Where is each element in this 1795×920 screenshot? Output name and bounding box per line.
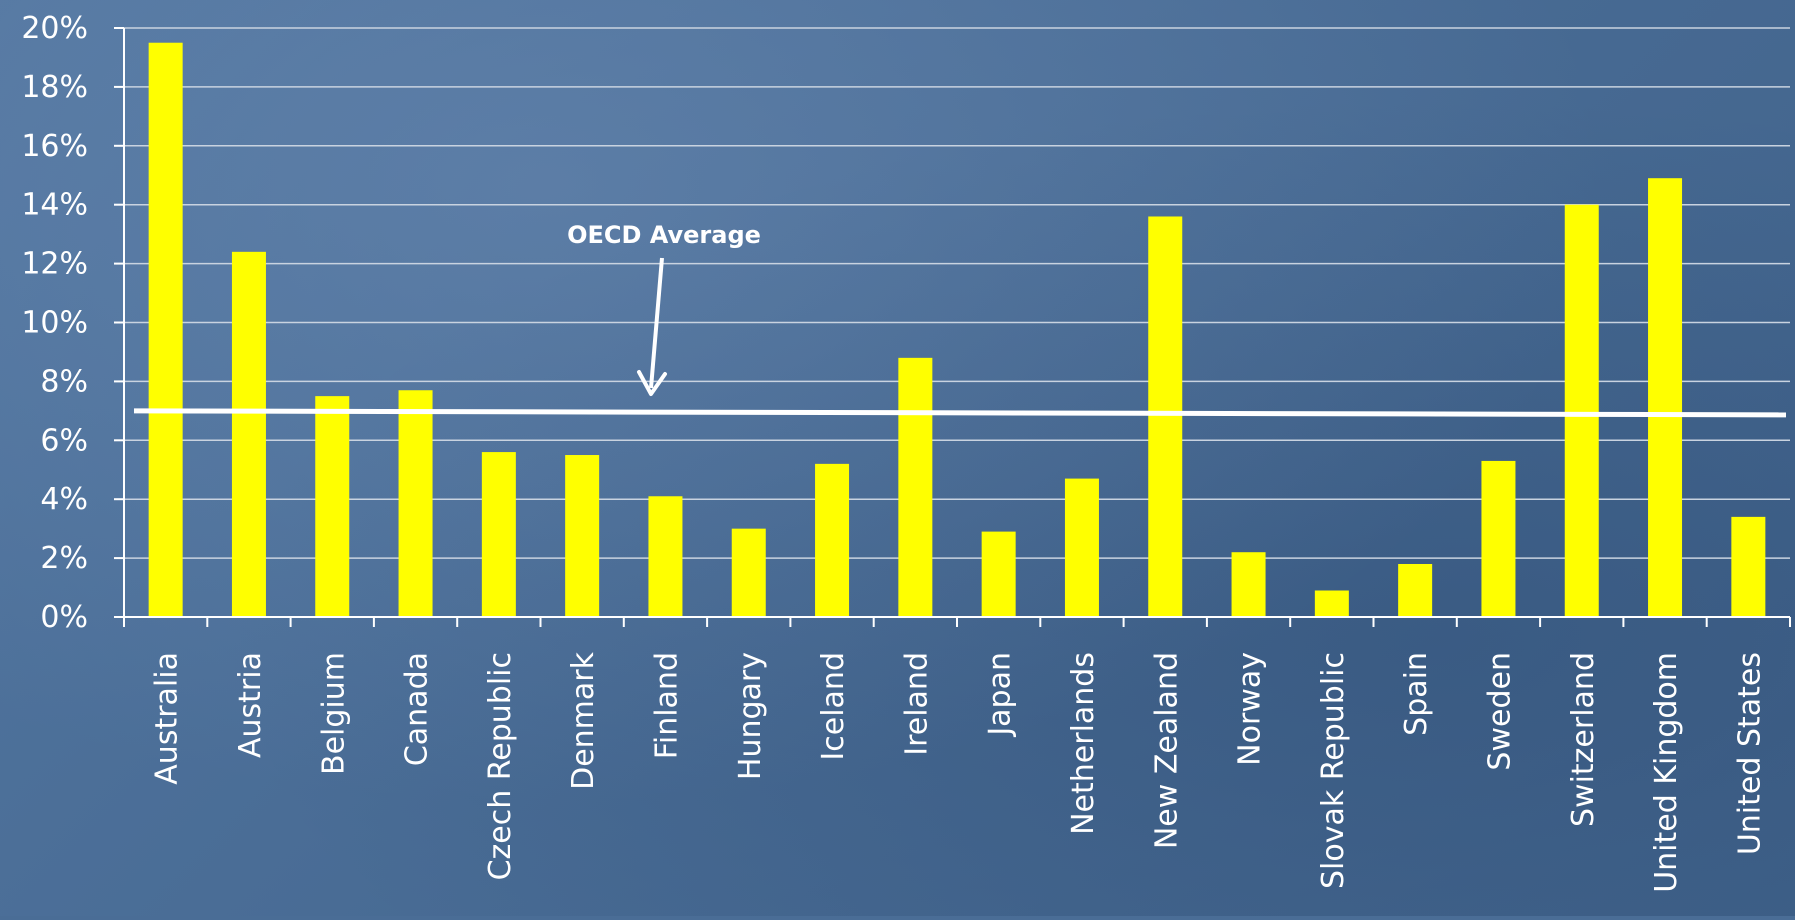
y-tick-label: 0% [40,600,88,635]
x-tick-label: New Zealand [1149,652,1184,849]
y-tick-label: 2% [40,541,88,576]
y-tick-label: 16% [21,129,88,164]
bar [1564,204,1599,617]
y-tick-label: 8% [40,364,88,399]
bar [898,357,933,617]
x-tick-label: Norway [1233,652,1268,766]
bar [1231,552,1266,617]
x-tick-label: Spain [1399,652,1434,736]
bar [815,463,850,617]
y-tick-label: 6% [40,423,88,458]
bar [398,390,433,617]
x-tick-label: Czech Republic [483,652,518,880]
y-tick-label: 14% [21,188,88,223]
x-tick-label: Austria [233,652,268,758]
bar [731,528,766,617]
bar [1148,216,1183,618]
y-tick-label: 12% [21,247,88,282]
bar [231,251,266,617]
bar [148,42,183,618]
x-tick-label: Denmark [566,651,601,790]
bar [315,396,350,617]
oecd-average-line [133,408,1787,418]
y-tick-label: 10% [21,306,88,341]
bar [565,455,600,617]
annotation-arrow [649,257,664,389]
oecd-average-label: OECD Average [567,221,761,249]
bar [981,531,1016,617]
bars [148,42,1766,618]
bar [1731,516,1766,617]
x-tick-label: Ireland [899,652,934,756]
x-tick-label: Canada [400,652,435,766]
bar [1314,590,1349,617]
x-tick-label: Switzerland [1566,652,1601,827]
x-tick-label: Australia [150,652,185,785]
x-tick-label: Belgium [316,652,351,775]
gridlines [124,27,1790,559]
bar [648,496,683,617]
y-tick-labels: 0% 2% 4% 6% 8% 10% 12% 14% 16% 18% 20% [21,11,88,635]
x-tick-label: United Kingdom [1649,652,1684,893]
annotation-arrow-head [637,370,667,396]
reference-line-group: OECD Average [133,221,1787,418]
y-tick-label: 18% [21,70,88,105]
axes [114,27,1791,627]
x-tick-label: United States [1732,652,1767,855]
x-tick-label: Japan [983,652,1018,738]
bar [1064,478,1099,617]
x-tick-label: Iceland [816,652,851,761]
bar [1481,460,1516,617]
bar [481,452,516,617]
y-tick-label: 4% [40,482,88,517]
x-tick-label: Finland [649,652,684,759]
x-tick-label: Hungary [733,652,768,780]
x-tick-label: Slovak Republic [1316,652,1351,889]
bar [1398,563,1433,617]
x-tick-label: Sweden [1482,652,1517,771]
x-tick-label: Netherlands [1066,652,1101,835]
y-tick-label: 20% [21,11,88,46]
bar [1648,178,1683,617]
x-tick-labels: Australia Austria Belgium Canada Czech Repub… [150,651,1768,892]
